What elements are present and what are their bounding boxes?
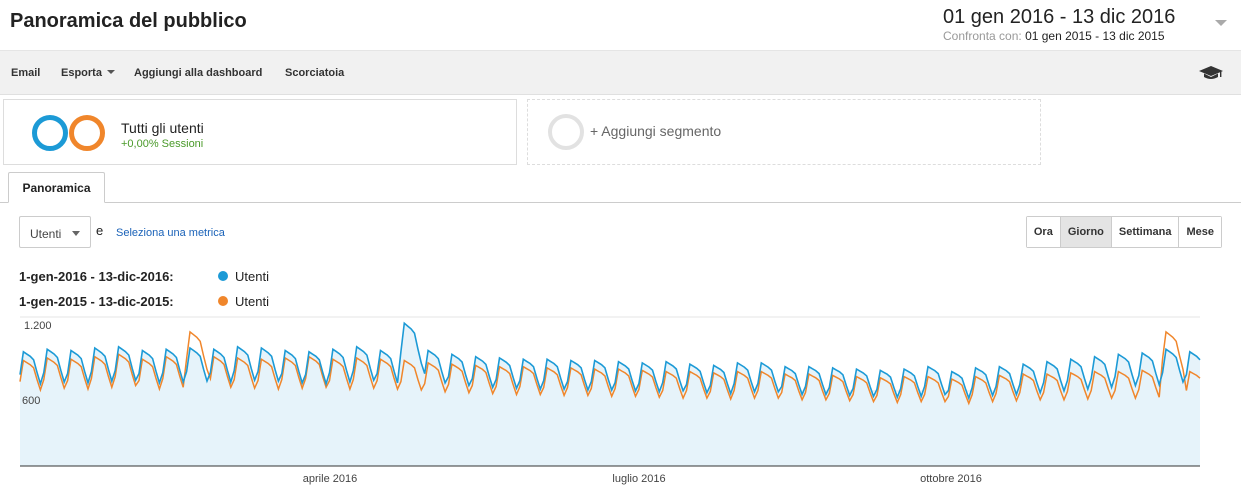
segment-title: Tutti gli utenti	[121, 120, 204, 136]
email-button[interactable]: Email	[11, 67, 41, 79]
tabs-divider	[0, 202, 1241, 203]
granularity-month-button[interactable]: Mese	[1179, 217, 1221, 247]
export-label: Esporta	[61, 67, 102, 79]
legend-series-2016: Utenti	[235, 269, 269, 284]
legend-dot-2016	[218, 271, 228, 281]
segment-all-users[interactable]: Tutti gli utenti +0,00% Sessioni	[3, 99, 517, 165]
and-label: e	[96, 223, 104, 238]
metric-dropdown[interactable]: Utenti	[19, 216, 91, 248]
add-segment-label: + Aggiungi segmento	[590, 123, 722, 139]
graduation-cap-icon[interactable]	[1199, 65, 1223, 81]
add-segment-button[interactable]: + Aggiungi segmento	[527, 99, 1041, 165]
legend-dot-2015	[218, 296, 228, 306]
compare-range-text: 01 gen 2015 - 13 dic 2015	[1025, 29, 1165, 43]
date-range-selector[interactable]: 01 gen 2016 - 13 dic 2016 Confronta con:…	[943, 6, 1208, 44]
x-tick-october: ottobre 2016	[920, 473, 982, 485]
shortcut-button[interactable]: Scorciatoia	[285, 67, 345, 79]
legend-range-2016: 1-gen-2016 - 13-dic-2016:	[19, 269, 174, 284]
granularity-toggle: Ora Giorno Settimana Mese	[1025, 216, 1222, 248]
select-metric-link[interactable]: Seleziona una metrica	[116, 227, 225, 239]
granularity-week-button[interactable]: Settimana	[1111, 217, 1180, 247]
compare-label: Confronta con:	[943, 29, 1022, 43]
page-header: Panoramica del pubblico 01 gen 2016 - 13…	[0, 0, 1241, 50]
granularity-day-button[interactable]: Giorno	[1060, 217, 1112, 247]
y-tick-1200: 1.200	[24, 320, 52, 332]
export-button[interactable]: Esporta	[61, 67, 115, 79]
chevron-down-icon	[106, 70, 115, 74]
segment-color-ring-2016	[32, 115, 68, 151]
series-line-2016	[19, 321, 1201, 401]
report-toolbar: Email Esporta Aggiungi alla dashboard Sc…	[0, 50, 1241, 95]
compare-range: Confronta con: 01 gen 2015 - 13 dic 2015	[943, 28, 1208, 44]
chevron-down-icon	[72, 231, 80, 236]
date-range-text: 01 gen 2016 - 13 dic 2016	[943, 6, 1176, 28]
segment-color-ring-2015	[69, 115, 105, 151]
tab-overview[interactable]: Panoramica	[8, 172, 105, 203]
chevron-down-icon[interactable]	[1215, 20, 1227, 26]
users-line-chart[interactable]: 1.200 600 aprile 2016 luglio 2016 ottobr…	[0, 300, 1241, 494]
x-tick-april: aprile 2016	[303, 473, 357, 485]
legend-range-2015: 1-gen-2015 - 13-dic-2015:	[19, 294, 174, 309]
granularity-hour-button[interactable]: Ora	[1026, 217, 1061, 247]
metric-dropdown-value: Utenti	[30, 227, 62, 241]
page-title: Panoramica del pubblico	[10, 10, 247, 32]
y-tick-600: 600	[22, 395, 40, 407]
area-fill-2016	[20, 323, 1200, 466]
segment-sessions-change: +0,00% Sessioni	[121, 138, 204, 150]
empty-segment-ring	[548, 114, 584, 150]
x-tick-july: luglio 2016	[612, 473, 665, 485]
add-to-dashboard-button[interactable]: Aggiungi alla dashboard	[134, 67, 263, 79]
legend-series-2015: Utenti	[235, 294, 269, 309]
series-line-2015	[19, 330, 1201, 406]
